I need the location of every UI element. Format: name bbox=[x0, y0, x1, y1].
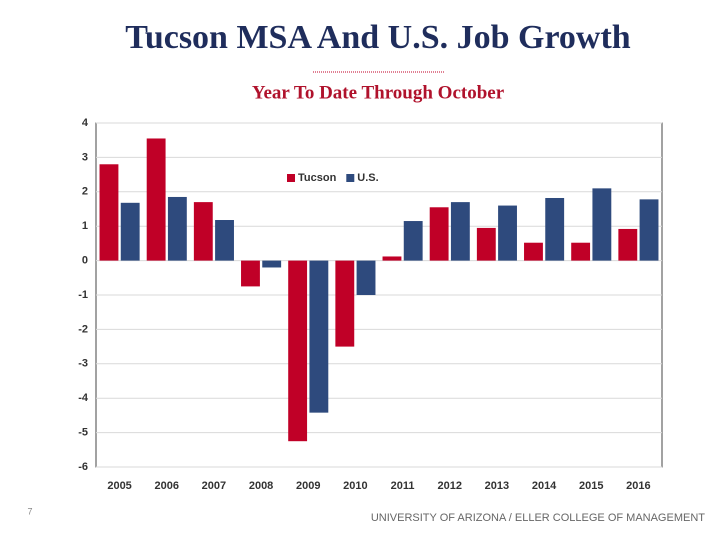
bar bbox=[288, 260, 308, 442]
y-tick-label: 2 bbox=[82, 186, 88, 198]
bar bbox=[356, 260, 376, 295]
chart-title: Tucson MSA And U.S. Job Growth bbox=[125, 19, 631, 56]
bar bbox=[309, 260, 329, 413]
bar bbox=[450, 202, 470, 261]
y-tick-label: -5 bbox=[78, 427, 88, 439]
x-tick-label: 2005 bbox=[107, 480, 131, 492]
bar bbox=[335, 260, 355, 347]
x-tick-label: 2014 bbox=[532, 480, 557, 492]
bar bbox=[639, 199, 659, 261]
y-tick-label: 3 bbox=[82, 151, 88, 163]
y-tick-label: -3 bbox=[78, 358, 88, 370]
bar bbox=[146, 138, 166, 261]
y-tick-label: 0 bbox=[82, 255, 88, 267]
x-tick-label: 2015 bbox=[579, 480, 603, 492]
legend-label: Tucson bbox=[298, 172, 337, 184]
x-tick-label: 2012 bbox=[438, 480, 462, 492]
bar bbox=[498, 205, 517, 261]
legend-swatch bbox=[287, 174, 295, 182]
bar bbox=[215, 220, 234, 261]
y-tick-label: -1 bbox=[78, 289, 88, 301]
x-tick-label: 2011 bbox=[391, 480, 415, 492]
y-tick-label: -4 bbox=[78, 392, 89, 404]
x-tick-label: 2010 bbox=[343, 480, 367, 492]
y-tick-label: 4 bbox=[82, 117, 89, 129]
bar bbox=[571, 242, 591, 261]
bar bbox=[592, 188, 612, 261]
x-tick-label: 2006 bbox=[155, 480, 179, 492]
y-tick-label: -6 bbox=[78, 461, 88, 473]
bar bbox=[241, 260, 260, 287]
bar bbox=[403, 221, 423, 261]
bar bbox=[120, 202, 140, 261]
x-tick-label: 2007 bbox=[202, 480, 226, 492]
bar bbox=[476, 227, 496, 261]
x-tick-label: 2009 bbox=[296, 480, 320, 492]
chart-subtitle: Year To Date Through October bbox=[252, 82, 505, 103]
bar bbox=[99, 164, 119, 261]
y-tick-label: -2 bbox=[78, 323, 88, 335]
bar bbox=[618, 228, 638, 261]
legend-swatch bbox=[346, 174, 355, 182]
legend-label: U.S. bbox=[357, 172, 378, 184]
footer-text: UNIVERSITY OF ARIZONA / ELLER COLLEGE OF… bbox=[371, 512, 705, 524]
page-number: 7 bbox=[27, 506, 32, 516]
bar bbox=[524, 242, 543, 261]
bar bbox=[545, 197, 565, 261]
bar bbox=[193, 202, 213, 261]
x-tick-label: 2016 bbox=[626, 480, 650, 492]
bar bbox=[429, 207, 449, 261]
bar bbox=[382, 256, 402, 261]
bar bbox=[167, 196, 187, 261]
x-tick-label: 2013 bbox=[485, 480, 509, 492]
x-tick-label: 2008 bbox=[249, 480, 273, 492]
y-tick-label: 1 bbox=[82, 220, 88, 232]
bar bbox=[262, 260, 282, 268]
